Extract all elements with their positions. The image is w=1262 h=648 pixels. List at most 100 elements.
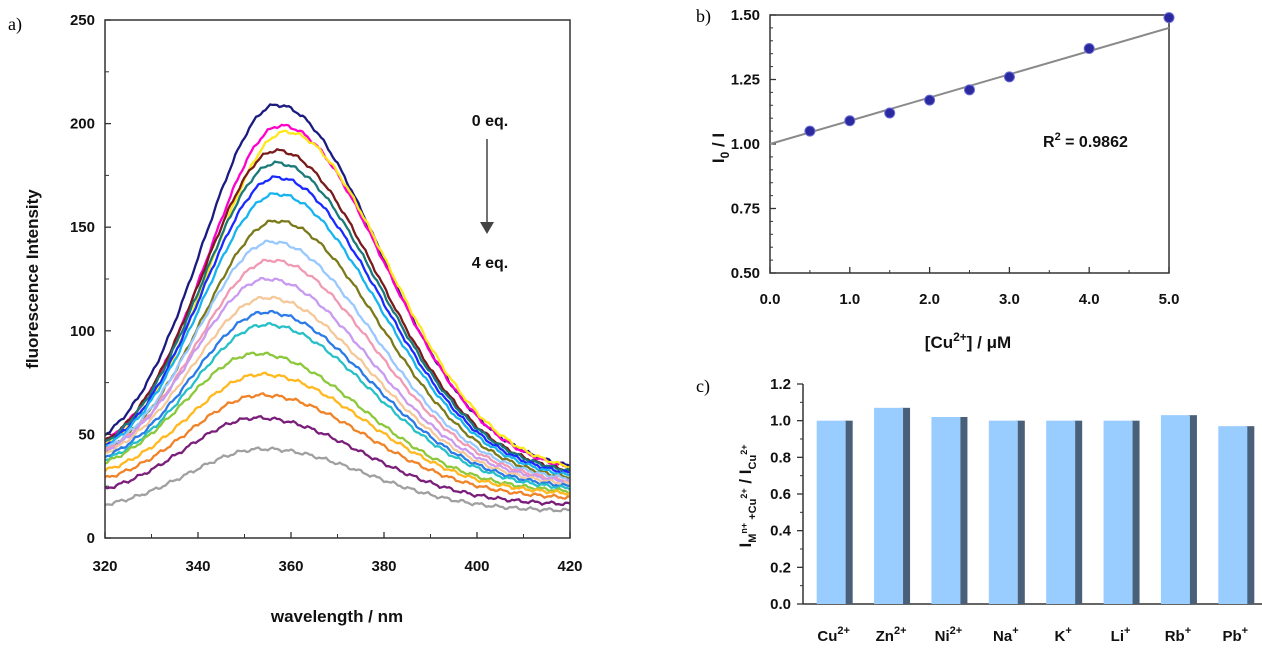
panel-b-y-axis-label: I0 / I: [709, 133, 732, 163]
category-label: Na+: [993, 625, 1019, 645]
data-point: [884, 107, 896, 119]
y-tick-label: 250: [70, 12, 95, 29]
category-label: Ni2+: [935, 625, 963, 645]
y-tick-label: 1.0: [770, 413, 791, 430]
panel-b-data-points: [804, 12, 1175, 137]
category-charge: +: [1065, 625, 1071, 637]
y-tick-label: 1.25: [731, 72, 760, 89]
spectrum-line: [104, 309, 571, 488]
spectrum-line: [104, 295, 571, 486]
panel-b-y-ticks: 0.50 0.75 1.00 1.25 1.50: [731, 7, 776, 282]
category-charge: 2+: [894, 625, 907, 637]
y-tick-label: 100: [70, 323, 95, 340]
bar: [931, 417, 961, 604]
annotation-start-eq: 0 eq.: [472, 113, 508, 130]
data-point: [804, 125, 816, 137]
category-base: Rb: [1165, 628, 1185, 645]
spectrum-line: [104, 160, 571, 473]
category-base: Na: [993, 628, 1013, 645]
panel-c-y-ticks: 0.0 0.2 0.4 0.6 0.8 1.0 1.2: [770, 376, 803, 613]
b-xlabel-tail: ] / μM: [967, 333, 1011, 352]
bar-shadow: [958, 417, 968, 604]
y-tick-label: 0.50: [731, 265, 760, 282]
spectrum-line: [104, 322, 571, 491]
y-tick-label: 0.75: [731, 201, 760, 218]
category-charge: +: [1242, 625, 1248, 637]
spectrum-line: [104, 371, 571, 496]
c-ylabel-i: I: [736, 543, 755, 548]
y-tick-label: 150: [70, 219, 95, 236]
x-tick-label: 4.0: [1079, 291, 1100, 308]
c-ylabel-slash: / I: [736, 469, 755, 488]
panel-a-label: a): [8, 14, 22, 35]
panel-b-x-ticks: 0.0 1.0 2.0 3.0 4.0 5.0: [760, 267, 1180, 308]
category-base: Zn: [876, 628, 894, 645]
y-tick-label: 0.4: [770, 523, 792, 540]
bar-shadow: [1015, 420, 1025, 604]
c-ylabel-2plus-b: 2+: [739, 445, 749, 455]
c-ylabel-nplus: n+: [739, 523, 749, 534]
data-point: [1083, 43, 1095, 55]
bar-shadow: [1130, 420, 1140, 604]
panel-a-y-axis-label: fluorescence Intensity: [23, 189, 42, 369]
bar-shadow: [1073, 420, 1083, 604]
y-tick-label: 1.2: [770, 376, 791, 393]
x-tick-label: 400: [464, 558, 489, 575]
category-charge: +: [1185, 625, 1191, 637]
panel-c-bars: [816, 407, 1255, 604]
b-ylabel-main: I: [709, 158, 728, 163]
x-tick-label: 0.0: [760, 291, 781, 308]
annotation-end-eq: 4 eq.: [472, 255, 508, 272]
bar: [1160, 415, 1190, 604]
spectrum-line: [104, 192, 571, 477]
y-tick-label: 0: [87, 530, 95, 547]
r2-main: R: [1043, 134, 1055, 151]
y-tick-label: 1.00: [731, 136, 760, 153]
spectrum-line: [104, 351, 571, 494]
panel-a-series-group: [104, 103, 571, 513]
x-tick-label: 3.0: [999, 291, 1020, 308]
data-point: [964, 84, 975, 96]
y-tick-label: 1.50: [731, 7, 760, 24]
data-point: [1003, 71, 1015, 83]
panel-c-label: c): [696, 376, 710, 397]
c-ylabel-pluscu: +Cu: [747, 499, 759, 523]
y-tick-label: 50: [78, 426, 95, 443]
category-label: Pb+: [1223, 625, 1249, 645]
category-base: Pb: [1223, 628, 1242, 645]
b-xlabel-sup: 2+: [953, 330, 967, 344]
category-base: Li: [1111, 628, 1124, 645]
b-ylabel-sub: 0: [718, 151, 732, 158]
x-tick-label: 1.0: [839, 291, 860, 308]
category-charge: 2+: [837, 625, 850, 637]
bar: [1046, 420, 1076, 604]
spectrum-line: [104, 175, 571, 475]
spectrum-line: [104, 129, 571, 470]
category-base: Cu: [817, 628, 837, 645]
spectrum-line: [104, 239, 571, 482]
panel-c-y-axis-label: IMn+ +Cu2+ / ICu2+: [736, 445, 759, 548]
category-charge: +: [1012, 625, 1018, 637]
panel-a: a) 0 50 100 150 200 250 320 340 360 380 400 420 wa…: [8, 12, 583, 626]
category-charge: +: [1124, 625, 1130, 637]
annotation-arrow-head: [480, 222, 494, 234]
bar: [988, 420, 1018, 604]
data-point: [1163, 12, 1175, 24]
y-tick-label: 200: [70, 116, 95, 133]
panel-c-category-labels: Cu2+ Zn2+ Ni2+ Na+ K+ Li+ Rb+ Pb+: [817, 625, 1248, 645]
panel-c: c) 0.00.20.40.60.81.01.2 Cu2+ Zn2+ Ni2+ Na+…: [696, 376, 1262, 645]
c-ylabel-m: M: [747, 534, 759, 543]
panel-b: b) 0.50 0.75 1.00 1.25 1.50 0.0 1.0 2.0 3.0 4.0 5…: [696, 6, 1179, 352]
bar: [1218, 426, 1248, 604]
x-tick-label: 320: [92, 558, 117, 575]
x-tick-label: 2.0: [919, 291, 940, 308]
x-tick-label: 5.0: [1159, 291, 1180, 308]
y-tick-label: 0.6: [770, 486, 791, 503]
data-point: [844, 115, 856, 127]
panel-b-r2-label: R2 = 0.9862: [1043, 131, 1128, 151]
panel-b-label: b): [696, 6, 711, 27]
x-tick-label: 340: [185, 558, 210, 575]
bar: [816, 420, 846, 604]
bar-shadow: [843, 420, 853, 604]
